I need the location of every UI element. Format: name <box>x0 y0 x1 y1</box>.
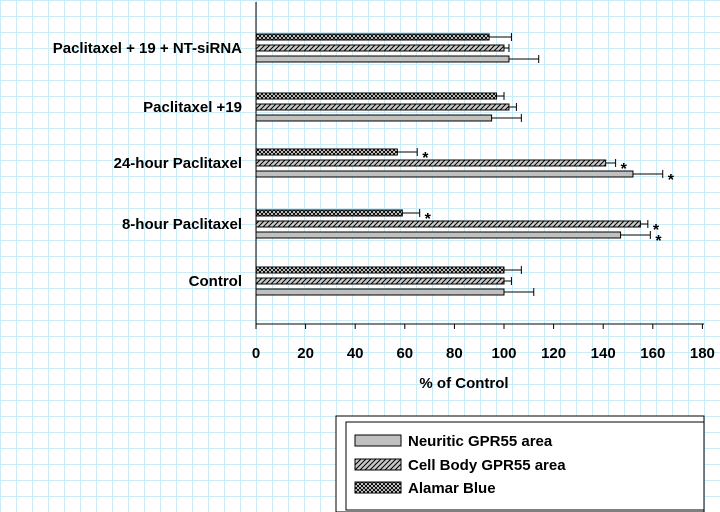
x-tick-label: 0 <box>252 345 260 362</box>
x-tick-label: 40 <box>347 345 364 362</box>
bar <box>255 266 505 274</box>
axes-layer <box>255 2 704 325</box>
bar <box>255 55 510 63</box>
significance-marker: * <box>422 150 429 167</box>
legend: Neuritic GPR55 area Cell Body GPR55 area… <box>335 415 705 512</box>
bar <box>255 92 498 100</box>
legend-label-neuritic: Neuritic GPR55 area <box>408 433 553 450</box>
bar <box>255 277 505 285</box>
legend-label-cell-body: Cell Body GPR55 area <box>408 457 566 474</box>
significance-marker: * <box>425 211 432 228</box>
x-tick-label: 80 <box>446 345 463 362</box>
bar <box>255 159 607 167</box>
x-tick-label: 100 <box>491 345 516 362</box>
bar <box>255 220 641 228</box>
bar <box>255 209 403 217</box>
significance-marker: * <box>668 172 675 189</box>
legend-swatch-neuritic <box>354 434 402 447</box>
category-label: 8-hour Paclitaxel <box>122 216 242 233</box>
bar <box>255 44 505 52</box>
category-label: Paclitaxel +19 <box>143 99 242 116</box>
legend-label-alamar-blue: Alamar Blue <box>408 480 496 497</box>
x-tick-label: 20 <box>297 345 314 362</box>
x-tick-label: 160 <box>640 345 665 362</box>
x-tick-label: 140 <box>591 345 616 362</box>
bar <box>255 114 493 122</box>
bar <box>255 170 634 178</box>
x-tick-label: 180 <box>690 345 715 362</box>
legend-swatch-alamar-blue <box>354 481 402 494</box>
legend-swatch-cell-body <box>354 458 402 471</box>
bars-layer <box>255 33 664 296</box>
x-tick-label: 120 <box>541 345 566 362</box>
bar <box>255 231 622 239</box>
significance-marker: * <box>653 222 660 239</box>
x-axis-title: % of Control <box>419 375 508 392</box>
category-label: Control <box>189 273 242 290</box>
category-label: 24-hour Paclitaxel <box>114 155 242 172</box>
legend-box-inner <box>345 421 705 511</box>
bar <box>255 103 510 111</box>
significance-marker: * <box>655 233 662 250</box>
bar <box>255 33 490 41</box>
significance-marker: * <box>621 161 628 178</box>
bar <box>255 148 398 156</box>
category-label: Paclitaxel + 19 + NT-siRNA <box>53 40 242 57</box>
x-tick-label: 60 <box>396 345 413 362</box>
bar <box>255 288 505 296</box>
